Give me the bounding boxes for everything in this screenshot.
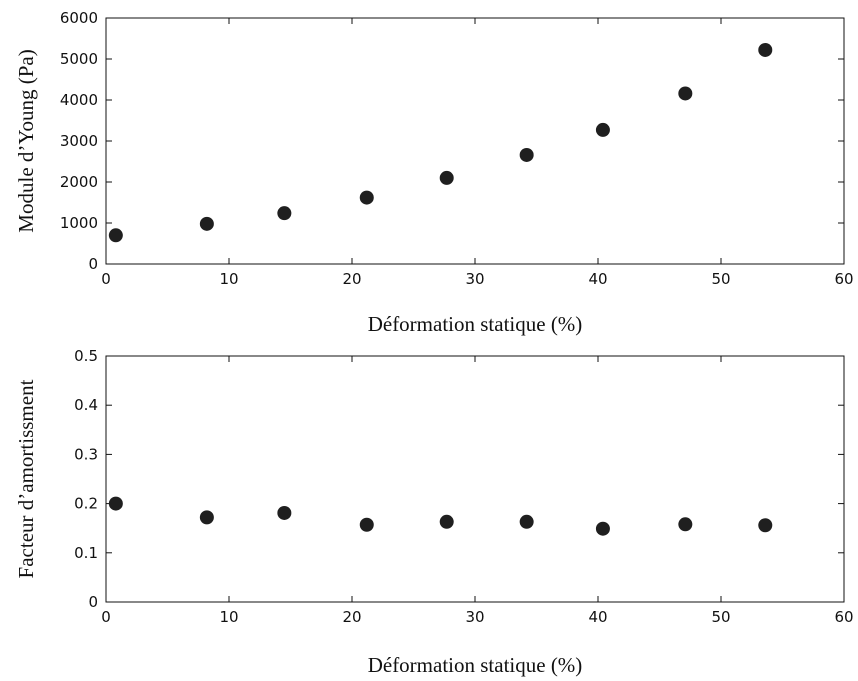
x-tick-label: 20 [342, 608, 361, 626]
data-point [519, 514, 534, 529]
x-tick-label: 10 [219, 270, 238, 288]
x-tick-label: 60 [834, 270, 853, 288]
data-point [678, 517, 693, 532]
data-point [359, 190, 374, 205]
y-tick-label: 0.4 [74, 396, 98, 414]
x-axis-label: Déformation statique (%) [368, 312, 583, 336]
y-tick-label: 0 [88, 255, 98, 273]
data-points [108, 42, 773, 243]
y-tick-label: 6000 [60, 9, 98, 27]
y-tick-label: 3000 [60, 132, 98, 150]
data-point [108, 228, 123, 243]
y-tick-label: 0.3 [74, 445, 98, 463]
youngs-modulus-chart: 0 10 20 30 40 50 60 0100020003000400050006000 … [14, 9, 854, 336]
x-tick-label: 30 [465, 608, 484, 626]
plot-frame [105, 17, 845, 265]
data-point [595, 521, 610, 536]
y-axis-label: Module d’Young (Pa) [14, 49, 38, 232]
y-axis-label: Facteur d’amortissment [14, 379, 38, 578]
data-point [519, 147, 534, 162]
data-points [108, 496, 773, 536]
x-tick-label: 10 [219, 608, 238, 626]
x-tick-label: 40 [588, 270, 607, 288]
y-tick-label: 0.1 [74, 544, 98, 562]
x-tick-label: 40 [588, 608, 607, 626]
y-tick-label: 2000 [60, 173, 98, 191]
x-tick-label: 50 [711, 270, 730, 288]
x-tick-label: 30 [465, 270, 484, 288]
plot-frame [105, 355, 845, 603]
data-point [595, 122, 610, 137]
x-tick-labels: 0 10 20 30 40 50 60 [101, 270, 853, 288]
x-tick-labels: 0 10 20 30 40 50 60 [101, 608, 853, 626]
damping-factor-chart: 0 10 20 30 40 50 60 0 0.1 0.2 0.3 0.4 0.5 Déformati… [14, 347, 854, 677]
tick-marks [105, 17, 845, 265]
x-tick-label: 0 [101, 270, 111, 288]
y-tick-label: 0 [88, 593, 98, 611]
data-point [758, 518, 773, 533]
data-point [359, 517, 374, 532]
x-tick-label: 0 [101, 608, 111, 626]
data-point [108, 496, 123, 511]
data-point [199, 510, 214, 525]
data-point [277, 206, 292, 221]
y-tick-labels: 0 1000 2000 3000 4000 5000 6000 [60, 9, 98, 273]
y-tick-label: 5000 [60, 50, 98, 68]
data-point [439, 514, 454, 529]
y-tick-label: 4000 [60, 91, 98, 109]
x-tick-label: 50 [711, 608, 730, 626]
data-point [439, 170, 454, 185]
data-point [277, 505, 292, 520]
data-point [678, 86, 693, 101]
data-point [199, 216, 214, 231]
y-tick-labels: 0 0.1 0.2 0.3 0.4 0.5 [74, 347, 98, 611]
x-axis-label: Déformation statique (%) [368, 653, 583, 677]
data-point [758, 42, 773, 57]
y-tick-label: 1000 [60, 214, 98, 232]
y-tick-label: 0.2 [74, 495, 98, 513]
x-tick-label: 60 [834, 608, 853, 626]
tick-marks [105, 355, 845, 603]
x-tick-label: 20 [342, 270, 361, 288]
y-tick-label: 0.5 [74, 347, 98, 365]
